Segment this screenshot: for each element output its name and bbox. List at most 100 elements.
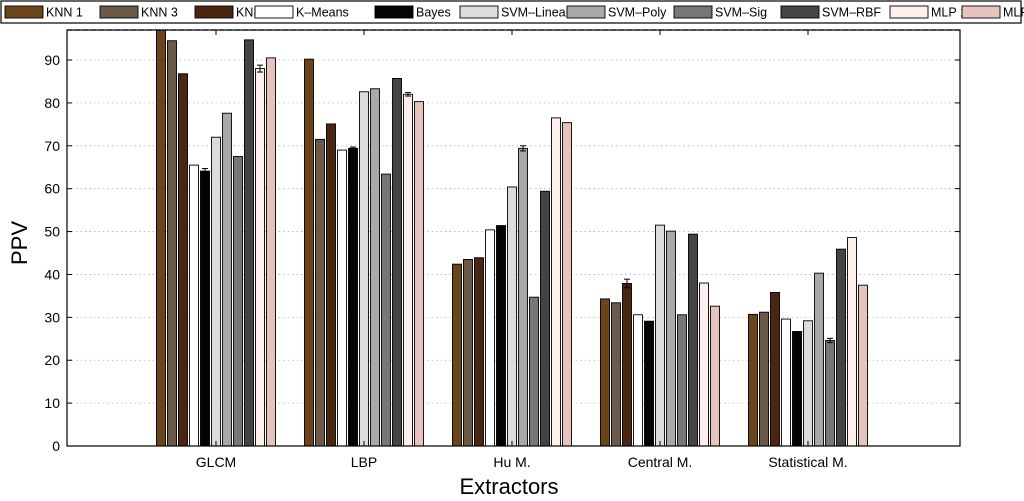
- bar-svm-rbf-glcm: [244, 39, 254, 447]
- legend-item-svm-rbf: SVM–RBF: [780, 5, 881, 20]
- x-tick-label: GLCM: [196, 454, 236, 470]
- plot-frame: [66, 29, 961, 447]
- legend-label: Bayes: [416, 6, 451, 20]
- legend-label: SVM–Linear: [501, 6, 570, 20]
- bar-bayes-central-m: [644, 320, 654, 447]
- bar-k-means-central-m: [633, 314, 643, 447]
- legend-label: KNN 3: [141, 6, 178, 20]
- bar-mlp-2-hu-m: [562, 122, 572, 447]
- bar-k-means-hu-m: [485, 229, 495, 447]
- y-tick-label: 60: [44, 181, 60, 197]
- legend-item-k-means: K–Means: [254, 5, 349, 20]
- legend-swatch: [566, 5, 606, 19]
- bar-mlp-1-statistical-m: [847, 237, 857, 447]
- x-axis-title: Extractors: [459, 474, 558, 499]
- bar-mlp-1-lbp: [403, 93, 413, 447]
- bar-mlp-2-statistical-m: [858, 284, 868, 447]
- legend-label: MLP 1: [931, 6, 967, 20]
- bar-mlp-1-central-m: [699, 282, 709, 447]
- bar-knn-1-glcm: [156, 29, 166, 447]
- bar-svm-sig-glcm: [233, 156, 243, 447]
- bar-knn-3-central-m: [611, 302, 621, 447]
- bar-knn-5-hu-m: [474, 257, 484, 447]
- bar-svm-linear-statistical-m: [803, 320, 813, 447]
- bar-knn-1-statistical-m: [748, 313, 758, 447]
- bar-knn-3-statistical-m: [759, 311, 769, 447]
- x-tick-label: Hu M.: [493, 454, 530, 470]
- y-tick-label: 70: [44, 138, 60, 154]
- legend-item-svm-linear: SVM–Linear: [459, 5, 570, 20]
- bar-knn-3-glcm: [167, 40, 177, 447]
- legend-swatch: [889, 5, 929, 19]
- bar-knn-5-lbp: [326, 123, 336, 447]
- legend-item-bayes: Bayes: [374, 6, 451, 20]
- y-tick-label: 0: [52, 438, 60, 454]
- bar-svm-linear-hu-m: [507, 186, 517, 447]
- bar-svm-poly-lbp: [370, 88, 380, 447]
- bar-k-means-statistical-m: [781, 318, 791, 447]
- bar-svm-rbf-lbp: [392, 78, 402, 447]
- bar-mlp-2-central-m: [710, 305, 720, 447]
- error-bar-svm-sig-statistical-m: [827, 337, 833, 344]
- bar-mlp-2-glcm: [266, 57, 276, 447]
- legend-label: SVM–Poly: [608, 6, 667, 20]
- legend-item-mlp-2: MLP 2: [961, 5, 1024, 20]
- bar-svm-sig-central-m: [677, 314, 687, 447]
- bar-knn-1-central-m: [600, 298, 610, 447]
- bar-svm-poly-glcm: [222, 112, 232, 447]
- bar-knn-5-statistical-m: [770, 292, 780, 447]
- bar-svm-linear-central-m: [655, 224, 665, 447]
- legend-item-svm-sig: SVM–Sig: [673, 5, 767, 20]
- y-tick-label: 40: [44, 266, 60, 282]
- legend-label: K–Means: [296, 6, 349, 20]
- x-tick-label: Central M.: [628, 454, 693, 470]
- legend-label: SVM–RBF: [822, 6, 881, 20]
- bar-svm-rbf-statistical-m: [836, 248, 846, 447]
- error-bar-mlp-1-lbp: [405, 92, 411, 97]
- bar-svm-sig-hu-m: [529, 296, 539, 447]
- y-tick-label: 80: [44, 95, 60, 111]
- legend-swatch: [961, 5, 1001, 19]
- bar-k-means-glcm: [189, 164, 199, 447]
- y-tick-label: 20: [44, 352, 60, 368]
- bar-svm-poly-hu-m: [518, 147, 528, 447]
- bars: [156, 29, 868, 447]
- legend-swatch: [254, 5, 294, 19]
- y-tick-label: 90: [44, 52, 60, 68]
- bar-svm-linear-glcm: [211, 136, 221, 447]
- x-tick-label: Statistical M.: [768, 454, 847, 470]
- y-axis-title: PPV: [7, 221, 32, 265]
- bar-knn-3-hu-m: [463, 258, 473, 447]
- legend-swatch: [194, 5, 234, 19]
- bar-knn-1-lbp: [304, 58, 314, 447]
- bar-svm-linear-lbp: [359, 91, 369, 447]
- bar-svm-poly-statistical-m: [814, 272, 824, 447]
- y-tick-label: 50: [44, 224, 60, 240]
- ticks: 0 10 20 30 40 50 60 70 80 90 GLCM LBP Hu M. Central M…: [44, 30, 960, 470]
- legend-swatch: [673, 5, 713, 19]
- legend-swatch: [4, 5, 44, 19]
- error-bar-mlp-1-glcm: [257, 64, 263, 73]
- bar-bayes-hu-m: [496, 225, 506, 447]
- bar-knn-5-central-m: [622, 283, 632, 447]
- bar-knn-3-lbp: [315, 138, 325, 447]
- bar-svm-rbf-hu-m: [540, 190, 550, 447]
- legend-swatch: [459, 5, 499, 19]
- bar-mlp-2-lbp: [414, 101, 424, 447]
- bar-svm-sig-statistical-m: [825, 340, 835, 447]
- legend-label: SVM–Sig: [715, 6, 767, 20]
- bar-bayes-statistical-m: [792, 331, 802, 447]
- y-tick-label: 10: [44, 395, 60, 411]
- legend-item-svm-poly: SVM–Poly: [566, 5, 667, 20]
- error-bar-bayes-lbp: [350, 146, 356, 151]
- error-bar-svm-poly-hu-m: [520, 145, 526, 152]
- x-tick-label: LBP: [351, 454, 377, 470]
- bar-svm-sig-lbp: [381, 173, 391, 447]
- bar-bayes-glcm: [200, 170, 210, 447]
- legend-label: KNN 1: [46, 6, 83, 20]
- legend: KNN 1 KNN 3 KNN 5 K–Means Bayes SVM–Linear SVM…: [0, 0, 1024, 24]
- error-bar-knn-5-central-m: [624, 278, 630, 289]
- legend-swatch: [780, 5, 820, 19]
- y-tick-label: 30: [44, 309, 60, 325]
